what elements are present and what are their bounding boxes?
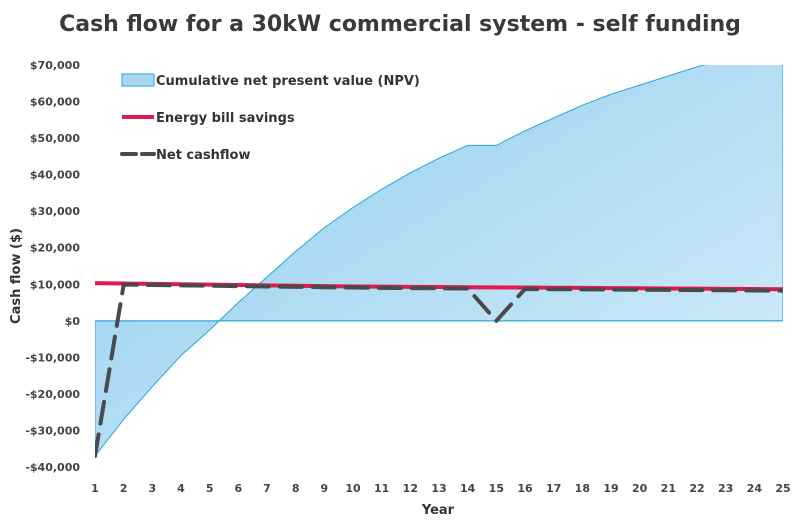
- x-tick-label: 3: [149, 482, 157, 495]
- x-tick-label: 9: [321, 482, 329, 495]
- y-tick-label: $10,000: [30, 278, 80, 291]
- chart-title: Cash flow for a 30kW commercial system -…: [59, 12, 741, 37]
- y-tick-label: -$40,000: [25, 461, 80, 474]
- x-tick-label: 16: [517, 482, 533, 495]
- legend-label: Energy bill savings: [156, 111, 295, 126]
- x-tick-label: 7: [263, 482, 271, 495]
- net-cashflow-line: [95, 282, 783, 459]
- y-tick-label: -$10,000: [25, 351, 80, 364]
- npv-area: [95, 65, 783, 457]
- x-tick-label: 5: [206, 482, 214, 495]
- y-tick-label: $0: [65, 315, 81, 328]
- x-tick-label: 20: [632, 482, 648, 495]
- x-tick-label: 13: [431, 482, 446, 495]
- y-tick-label: $60,000: [30, 96, 80, 109]
- x-tick-label: 2: [120, 482, 128, 495]
- y-tick-label: -$20,000: [25, 388, 80, 401]
- x-tick-label: 10: [345, 482, 361, 495]
- y-tick-label: $20,000: [30, 242, 80, 255]
- legend-label: Cumulative net present value (NPV): [156, 74, 420, 89]
- y-tick-label: $30,000: [30, 205, 80, 218]
- x-tick-label: 21: [661, 482, 676, 495]
- x-tick-label: 12: [403, 482, 418, 495]
- legend: Cumulative net present value (NPV) Energy…: [120, 73, 420, 163]
- x-axis-title: Year: [421, 503, 455, 518]
- x-tick-label: 1: [91, 482, 99, 495]
- x-tick-label: 8: [292, 482, 300, 495]
- y-tick-label: -$30,000: [25, 424, 80, 437]
- y-tick-label: $40,000: [30, 169, 80, 182]
- x-tick-label: 24: [747, 482, 763, 495]
- x-tick-label: 22: [689, 482, 704, 495]
- x-tick-label: 18: [575, 482, 590, 495]
- x-tick-label: 4: [177, 482, 185, 495]
- y-axis-title: Cash flow ($): [9, 228, 24, 324]
- y-tick-label: $70,000: [30, 59, 80, 72]
- x-tick-label: 14: [460, 482, 476, 495]
- x-tick-label: 19: [603, 482, 618, 495]
- y-tick-label: $50,000: [30, 132, 80, 145]
- x-tick-label: 6: [235, 482, 243, 495]
- x-tick-label: 11: [374, 482, 389, 495]
- x-tick-label: 15: [489, 482, 504, 495]
- x-tick-label: 25: [775, 482, 790, 495]
- legend-swatch-npv: [121, 73, 155, 87]
- x-tick-label: 17: [546, 482, 561, 495]
- legend-label: Net cashflow: [156, 148, 251, 163]
- x-tick-label: 23: [718, 482, 733, 495]
